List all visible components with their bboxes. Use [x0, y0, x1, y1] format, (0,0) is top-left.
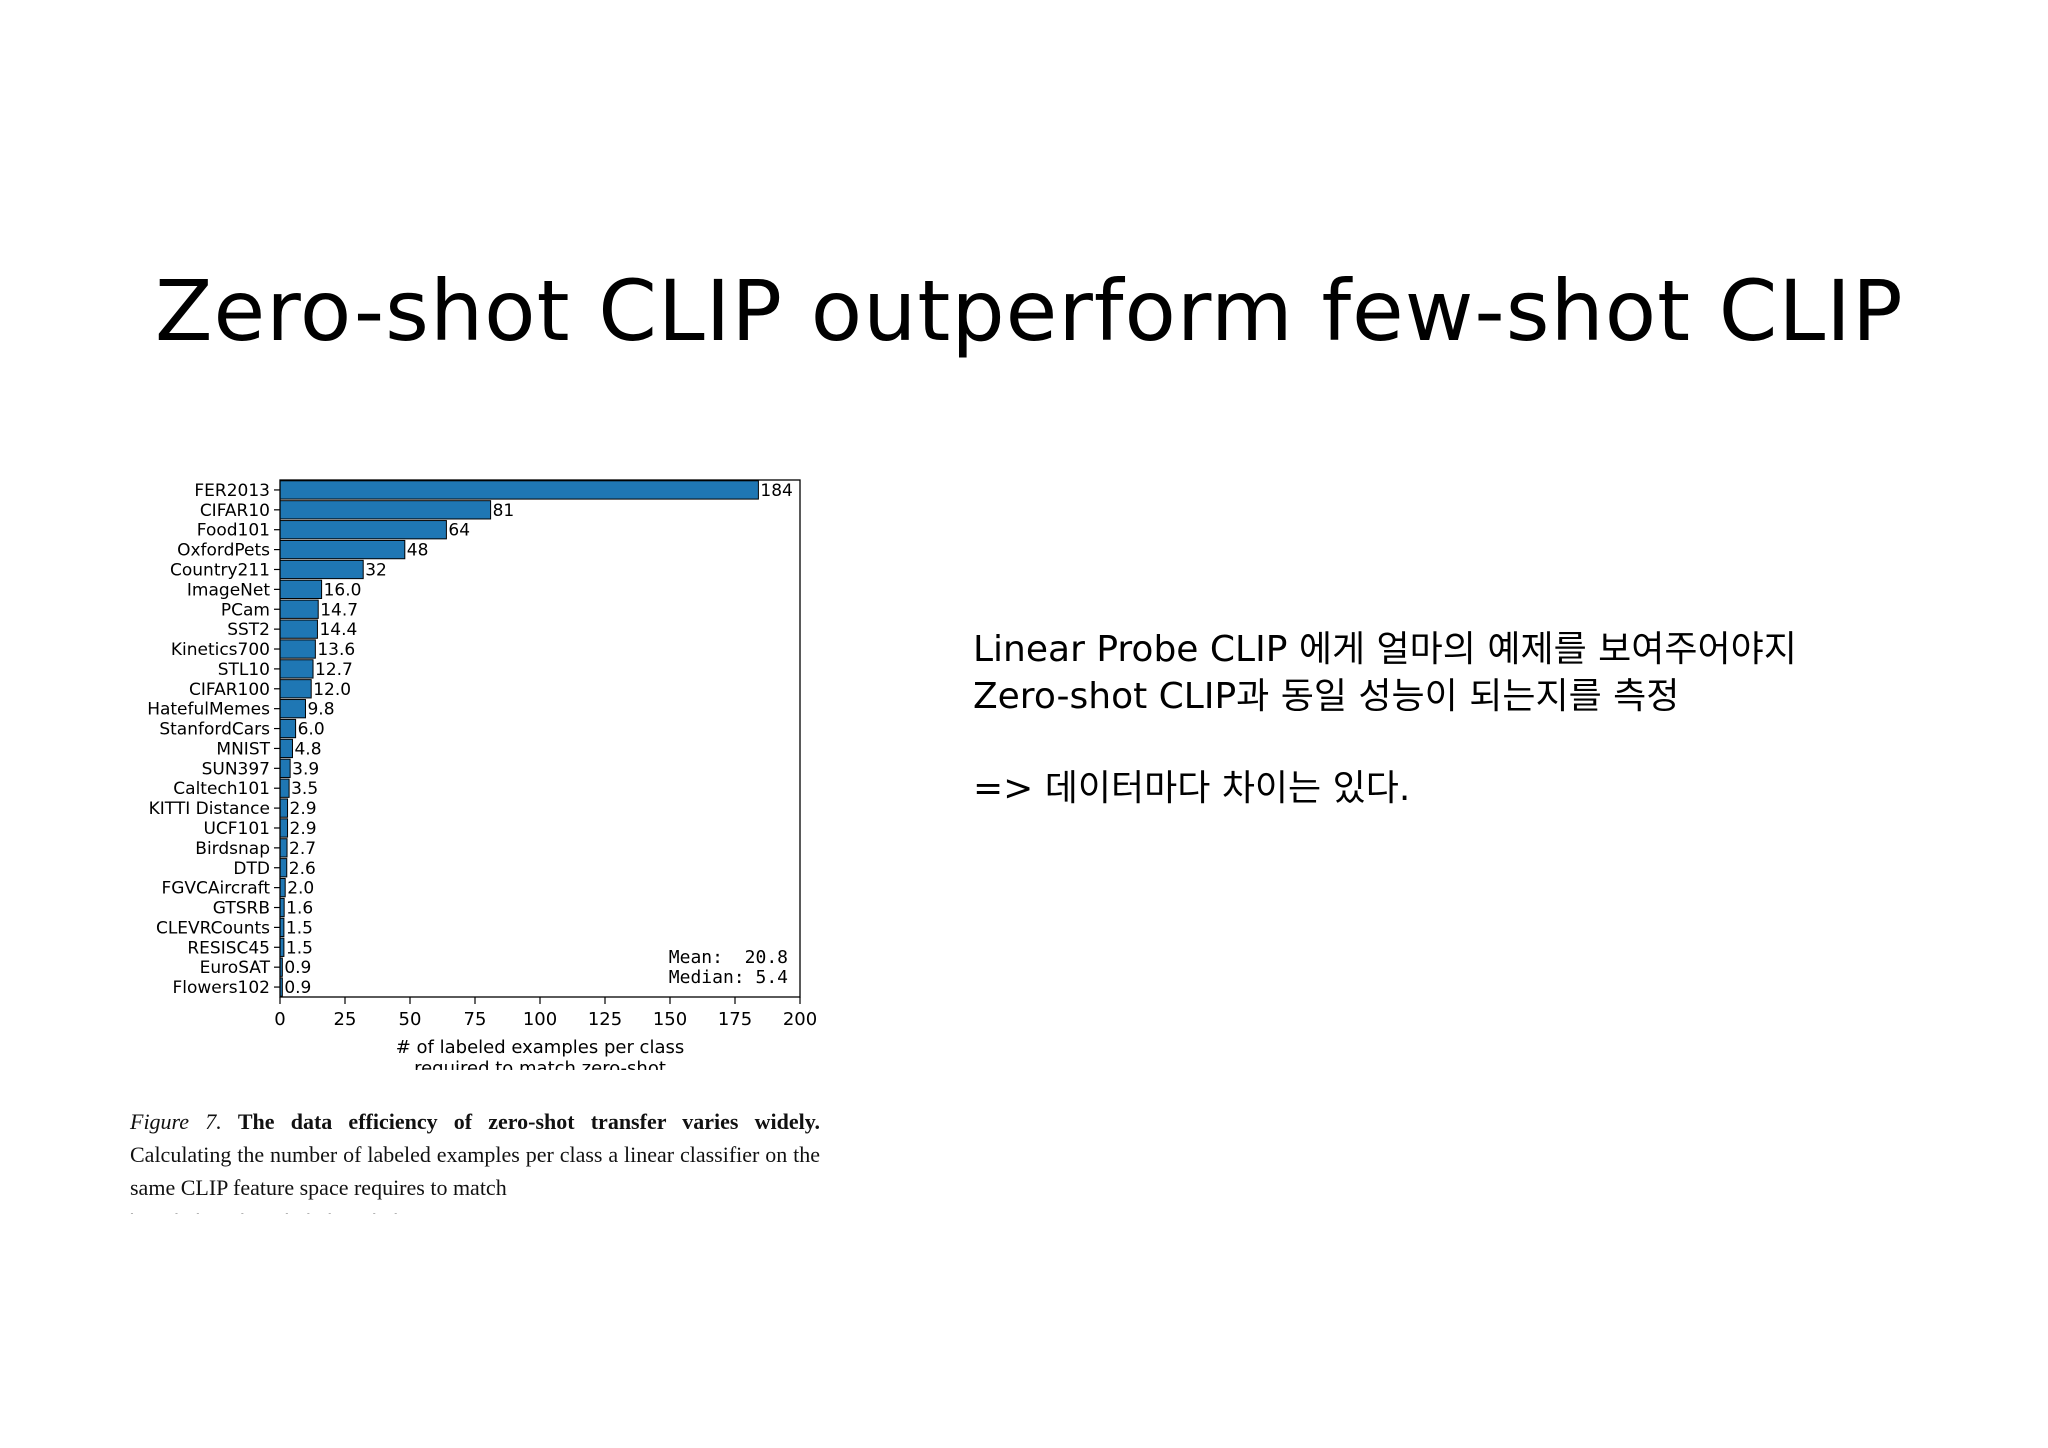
y-tick-label: StanfordCars: [159, 720, 270, 740]
bar-value-label: 1.6: [286, 899, 313, 919]
bar-value-label: 2.6: [289, 859, 316, 879]
bar-kinetics700: [279, 639, 316, 659]
bar-value-label: 14.7: [320, 600, 358, 620]
bar-value-label: 2.9: [290, 799, 317, 819]
x-axis-label: # of labeled examples per class: [396, 1037, 685, 1058]
bar-value-label: 1.5: [286, 938, 313, 958]
bar-sun397: [279, 758, 291, 778]
bar-value-label: 13.6: [317, 640, 355, 660]
bar-mnist: [279, 738, 293, 759]
bar-value-label: 6.0: [298, 720, 325, 740]
y-tick-label: MNIST: [216, 739, 270, 759]
bar-caltech101: [279, 778, 290, 798]
figure-chart-area: FER2013 184 CIFAR10 81 Food101 64 OxfordPets 48…: [120, 470, 840, 1230]
x-tick-label: 75: [464, 1009, 487, 1030]
bar-value-label: 16.0: [324, 580, 362, 600]
y-tick-label: Kinetics700: [171, 640, 270, 660]
y-tick-label: Country211: [170, 560, 270, 580]
x-tick-label: 200: [783, 1009, 817, 1030]
bar-value-label: 2.0: [287, 879, 314, 899]
x-axis-label: required to match zero-shot: [414, 1058, 666, 1070]
y-tick-label: Food101: [197, 521, 270, 541]
bar-imagenet: [279, 579, 323, 600]
x-tick-label: 50: [399, 1009, 422, 1030]
bar-country211: [279, 559, 364, 580]
bar-stl10: [279, 659, 314, 679]
bar-cifar100: [279, 679, 312, 699]
bar-hatefulmemes: [279, 699, 306, 719]
body-line-1: Linear Probe CLIP 에게 얼마의 예제를 보여주어야지: [973, 629, 1797, 670]
y-tick-label: SST2: [227, 620, 270, 640]
y-tick-label: Flowers102: [172, 978, 270, 998]
bar-value-label: 3.5: [291, 779, 318, 799]
bar-value-label: 64: [448, 521, 470, 541]
y-tick-label: STL10: [218, 660, 270, 680]
x-tick-label: 0: [274, 1009, 285, 1030]
stats-annotation: Median: 5.4: [669, 967, 788, 988]
x-tick-label: 25: [334, 1009, 357, 1030]
y-tick-label: CIFAR100: [189, 680, 270, 700]
bar-value-label: 2.9: [290, 819, 317, 839]
horizontal-bar-chart: FER2013 184 CIFAR10 81 Food101 64 OxfordPets 48…: [147, 479, 817, 1070]
y-tick-label: EuroSAT: [200, 958, 271, 978]
y-tick-label: UCF101: [203, 819, 270, 839]
bar-cifar10: [279, 500, 492, 520]
bar-value-label: 1.5: [286, 918, 313, 938]
bar-value-label: 0.9: [284, 978, 311, 998]
bar-stanfordcars: [279, 718, 297, 739]
slide-body-text: Linear Probe CLIP 에게 얼마의 예제를 보여주어야지 Zero…: [973, 626, 1797, 812]
bar-value-label: 12.0: [313, 680, 351, 700]
y-tick-label: Birdsnap: [195, 839, 270, 859]
bar-value-label: 3.9: [292, 759, 319, 779]
bar-ucf101: [279, 818, 289, 838]
body-spacer: [973, 720, 1797, 765]
bar-sst2: [279, 619, 318, 639]
bar-fer2013: [279, 480, 759, 500]
bar-fgvcaircraft: [279, 877, 286, 898]
caption-cutoff: ' . ' ' . ' . ' ' ' . ' ': [130, 1204, 820, 1214]
slide-title: Zero-shot CLIP outperform few-shot CLIP: [155, 262, 1904, 360]
bar-food101: [279, 520, 447, 540]
bar-value-label: 48: [407, 541, 429, 561]
x-tick-label: 150: [653, 1009, 687, 1030]
bar-value-label: 0.9: [284, 958, 311, 978]
y-tick-label: PCam: [221, 600, 270, 620]
y-tick-label: CLEVRCounts: [156, 918, 270, 938]
bar-value-label: 12.7: [315, 660, 353, 680]
bar-value-label: 2.7: [289, 839, 316, 859]
y-tick-label: SUN397: [202, 759, 270, 779]
y-tick-label: HatefulMemes: [147, 700, 270, 720]
bar-birdsnap: [279, 838, 288, 858]
body-line-3: => 데이터마다 차이는 있다.: [973, 768, 1411, 809]
bar-value-label: 4.8: [294, 739, 321, 759]
y-tick-label: ImageNet: [187, 580, 270, 600]
y-tick-label: RESISC45: [187, 938, 270, 958]
bar-pcam: [279, 599, 319, 619]
x-tick-label: 175: [718, 1009, 752, 1030]
bar-value-label: 9.8: [307, 700, 334, 720]
bar-value-label: 81: [493, 501, 515, 521]
y-tick-label: GTSRB: [213, 899, 270, 919]
x-tick-label: 125: [588, 1009, 622, 1030]
y-tick-label: FER2013: [194, 481, 270, 501]
y-tick-label: CIFAR10: [200, 501, 270, 521]
x-tick-label: 100: [523, 1009, 557, 1030]
bar-kitti-distance: [279, 798, 289, 818]
y-tick-label: Caltech101: [173, 779, 270, 799]
bar-value-label: 32: [365, 560, 387, 580]
body-line-2: Zero-shot CLIP과 동일 성능이 되는지를 측정: [973, 676, 1680, 717]
y-tick-label: FGVCAircraft: [161, 879, 270, 899]
y-tick-label: KITTI Distance: [149, 799, 270, 819]
y-tick-label: OxfordPets: [177, 541, 270, 561]
caption-figure-label: Figure 7.: [130, 1109, 222, 1134]
caption-text: Calculating the number of labeled exampl…: [130, 1142, 820, 1200]
caption-bold-text: The data efficiency of zero-shot transfe…: [237, 1109, 820, 1134]
figure-caption: Figure 7. The data efficiency of zero-sh…: [130, 1105, 820, 1214]
bar-dtd: [279, 858, 288, 878]
bar-oxfordpets: [279, 539, 406, 560]
y-tick-label: DTD: [233, 859, 270, 879]
stats-annotation: Mean: 20.8: [669, 947, 788, 968]
bar-value-label: 184: [760, 481, 792, 501]
bar-value-label: 14.4: [319, 620, 357, 640]
